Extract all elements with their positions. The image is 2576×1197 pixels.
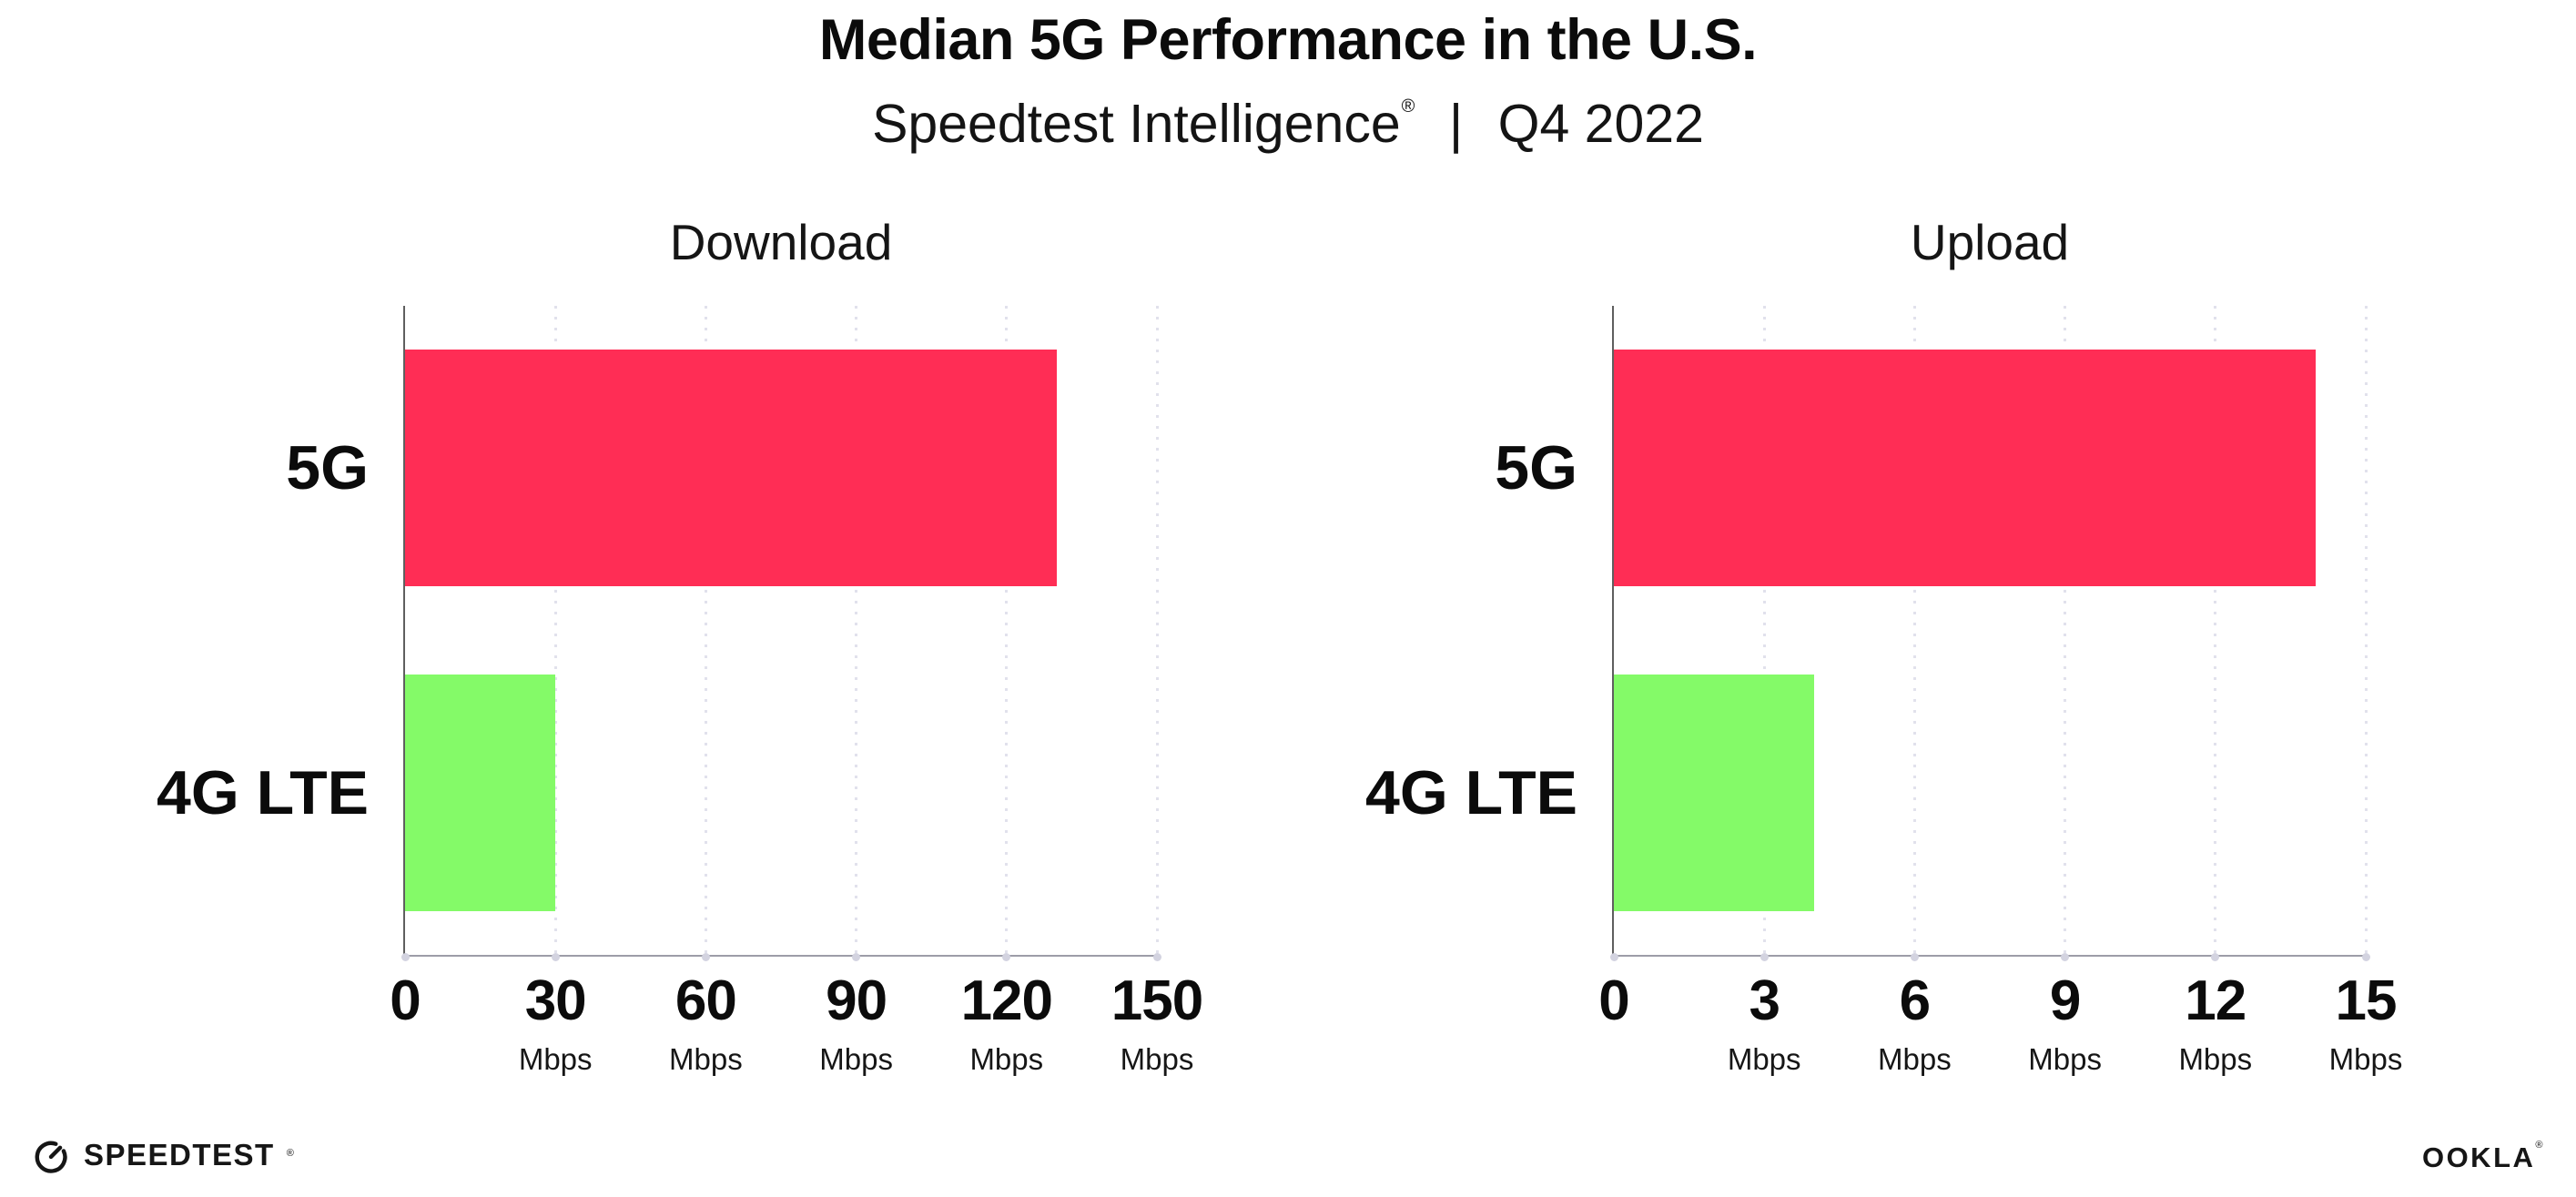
gridline — [2214, 306, 2217, 955]
x-tick-label: 15 Mbps — [2328, 969, 2403, 1076]
x-tick-unit: Mbps — [2328, 1042, 2403, 1076]
y-axis-label-4g-lte: 4G LTE — [1365, 758, 1577, 827]
axis-tick-dot — [1609, 953, 1618, 961]
x-tick-unit: Mbps — [819, 1042, 893, 1076]
gridline — [2064, 306, 2067, 955]
ookla-logo-text: OOKLA — [2421, 1141, 2536, 1173]
x-tick-unit: Mbps — [2178, 1042, 2253, 1076]
axis-tick-dot — [551, 953, 560, 961]
axis-tick-dot — [2211, 953, 2220, 961]
y-axis-label-5g: 5G — [286, 433, 369, 502]
x-tick-label: 120 Mbps — [960, 969, 1053, 1076]
x-tick-value: 0 — [390, 969, 421, 1032]
x-tick-value: 3 — [1749, 969, 1780, 1032]
x-tick-unit: Mbps — [669, 1042, 743, 1076]
x-tick-value: 120 — [960, 969, 1053, 1032]
x-tick-unit: Mbps — [2028, 1042, 2102, 1076]
x-tick-value: 90 — [826, 969, 887, 1032]
speedtest-logo-text: SPEEDTEST — [84, 1138, 275, 1172]
x-tick-unit: Mbps — [1878, 1042, 1952, 1076]
registered-trademark-icon: ® — [1401, 96, 1415, 117]
main-title: Median 5G Performance in the U.S. — [818, 8, 1758, 72]
x-tick-value: 12 — [2185, 969, 2246, 1032]
subtitle-separator: | — [1448, 94, 1464, 154]
speedtest-registered-mark-icon: ® — [286, 1148, 294, 1159]
subtitle-product: Speedtest Intelligence — [872, 94, 1401, 154]
x-tick-value: 60 — [674, 969, 737, 1032]
gridline — [2364, 306, 2368, 955]
x-tick-label: 0 — [390, 969, 421, 1032]
y-axis-label-5g: 5G — [1495, 433, 1577, 502]
x-tick-value: 30 — [524, 969, 587, 1032]
x-tick-value: 150 — [1111, 969, 1203, 1032]
bar-5g — [1614, 350, 2316, 586]
bar-4g-lte — [405, 675, 556, 911]
x-tick-label: 60 Mbps — [669, 969, 743, 1076]
x-tick-label: 30 Mbps — [518, 969, 593, 1076]
download-plot-area: Download 0 30 Mbps 60 Mbps 90 Mbps 120 Mbps 150 Mb… — [157, 214, 1203, 1074]
axis-tick-dot — [1910, 953, 1919, 961]
x-tick-unit: Mbps — [518, 1042, 593, 1076]
x-tick-unit: Mbps — [1120, 1042, 1194, 1076]
gridline — [1762, 306, 1766, 955]
speedtest-logo: SPEEDTEST ® — [30, 1134, 294, 1176]
x-tick-value: 15 — [2335, 969, 2398, 1032]
x-tick-label: 150 Mbps — [1111, 969, 1203, 1076]
x-tick-value: 9 — [2049, 969, 2081, 1032]
axis-tick-dot — [701, 953, 710, 961]
x-tick-unit: Mbps — [1727, 1042, 1801, 1076]
gridline — [1912, 306, 1916, 955]
x-tick-value: 0 — [1598, 969, 1629, 1032]
x-tick-label: 3 Mbps — [1727, 969, 1801, 1076]
ookla-logo: OOKLA® — [2421, 1140, 2545, 1174]
x-tick-value: 6 — [1899, 969, 1931, 1032]
x-tick-label: 9 Mbps — [2028, 969, 2102, 1076]
x-tick-unit: Mbps — [969, 1042, 1044, 1076]
subtitle: Speedtest Intelligence® | Q4 2022 — [0, 93, 2576, 155]
x-tick-label: 6 Mbps — [1878, 969, 1952, 1076]
x-tick-label: 0 — [1598, 969, 1629, 1032]
subtitle-period: Q4 2022 — [1497, 94, 1704, 154]
gridline — [1155, 306, 1159, 955]
chart-title-download: Download — [669, 214, 893, 270]
gridline — [855, 306, 858, 955]
x-tick-label: 12 Mbps — [2178, 969, 2253, 1076]
axis-tick-dot — [1002, 953, 1011, 961]
axis-tick-dot — [2361, 953, 2370, 961]
y-axis-label-4g-lte: 4G LTE — [157, 758, 369, 827]
gridline — [1005, 306, 1009, 955]
axis-tick-dot — [401, 953, 410, 961]
upload-plot-area: Upload 0 3 Mbps 6 Mbps 9 Mbps 12 Mbps 15 Mbps 5G 4G … — [1365, 214, 2402, 1074]
chart-title-upload: Upload — [1910, 214, 2070, 270]
gridline — [704, 306, 707, 955]
x-tick-label: 90 Mbps — [819, 969, 893, 1076]
axis-tick-dot — [852, 953, 861, 961]
axis-tick-dot — [2061, 953, 2070, 961]
ookla-registered-mark-icon: ® — [2535, 1140, 2545, 1151]
bar-5g — [405, 350, 1057, 586]
bar-4g-lte — [1614, 675, 1815, 911]
axis-tick-dot — [1152, 953, 1161, 961]
axis-tick-dot — [1760, 953, 1769, 961]
speedtest-gauge-icon — [35, 1141, 67, 1173]
gridline — [553, 306, 557, 955]
